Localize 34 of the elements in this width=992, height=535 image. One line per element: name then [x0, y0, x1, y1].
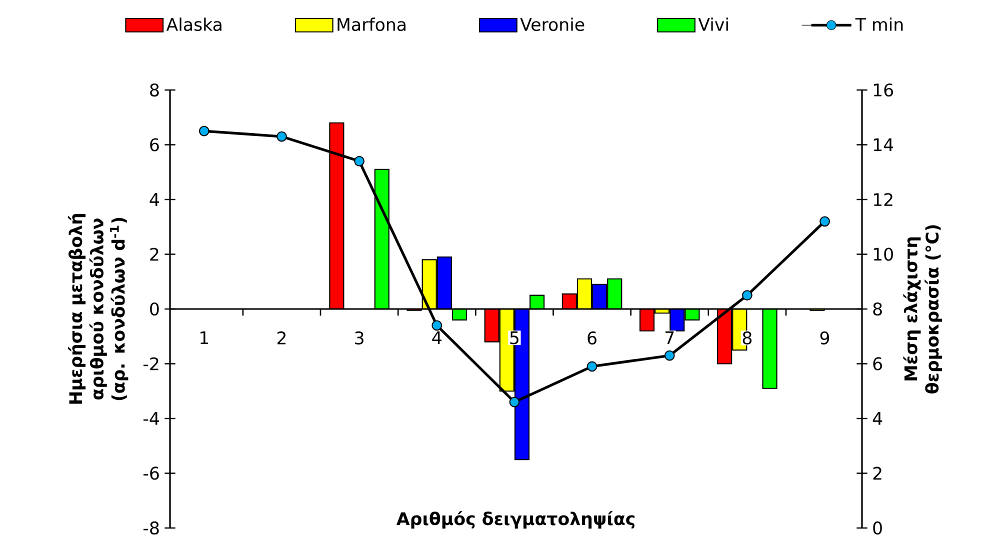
y-tick-label: -2	[144, 357, 158, 370]
y-tick-label: -4	[144, 412, 159, 425]
y2-tick-label: 2	[873, 466, 882, 480]
x-tick-label: 7	[666, 331, 674, 344]
y-tick-label: 0	[150, 302, 159, 316]
x-tick-label: 4	[432, 331, 442, 344]
legend-label: Marfona	[338, 18, 406, 32]
y-tick-label: 2	[150, 248, 158, 261]
y2-tick-label: 16	[874, 83, 893, 97]
y2-tick-label: 0	[873, 521, 882, 535]
x-tick-label: 3	[355, 331, 364, 345]
y-tick-label: 6	[150, 138, 159, 152]
legend-label: Veronie	[520, 18, 584, 32]
y2-tick-label: 8	[873, 302, 882, 316]
legend-label: Alaska	[166, 18, 222, 32]
x-tick-label: 1	[200, 331, 208, 344]
y2-tick-label: 14	[874, 138, 894, 152]
y2-tick-label: 6	[873, 357, 882, 370]
x-tick-label: 5	[510, 331, 518, 344]
y-tick-label: 4	[150, 193, 159, 206]
x-tick-label: 6	[588, 331, 596, 345]
y-tick-label: -8	[144, 521, 159, 535]
x-tick-label: 9	[820, 331, 830, 345]
x-axis-title: Αριθμός δειγματοληψίας	[396, 511, 634, 529]
legend-label: T min	[855, 18, 903, 31]
legend-label: Vivi	[698, 18, 728, 31]
x-tick-label: 8	[742, 331, 752, 345]
x-tick-label: 2	[277, 331, 286, 344]
y2-axis-title: Μέση ελάχιστη θερμοκρασία (°C)	[903, 225, 942, 394]
y2-tick-label: 12	[874, 193, 892, 206]
y-tick-label: 8	[150, 83, 159, 97]
y-tick-label: -6	[144, 466, 159, 480]
y2-tick-label: 4	[872, 412, 882, 425]
y2-tick-label: 10	[874, 248, 893, 261]
